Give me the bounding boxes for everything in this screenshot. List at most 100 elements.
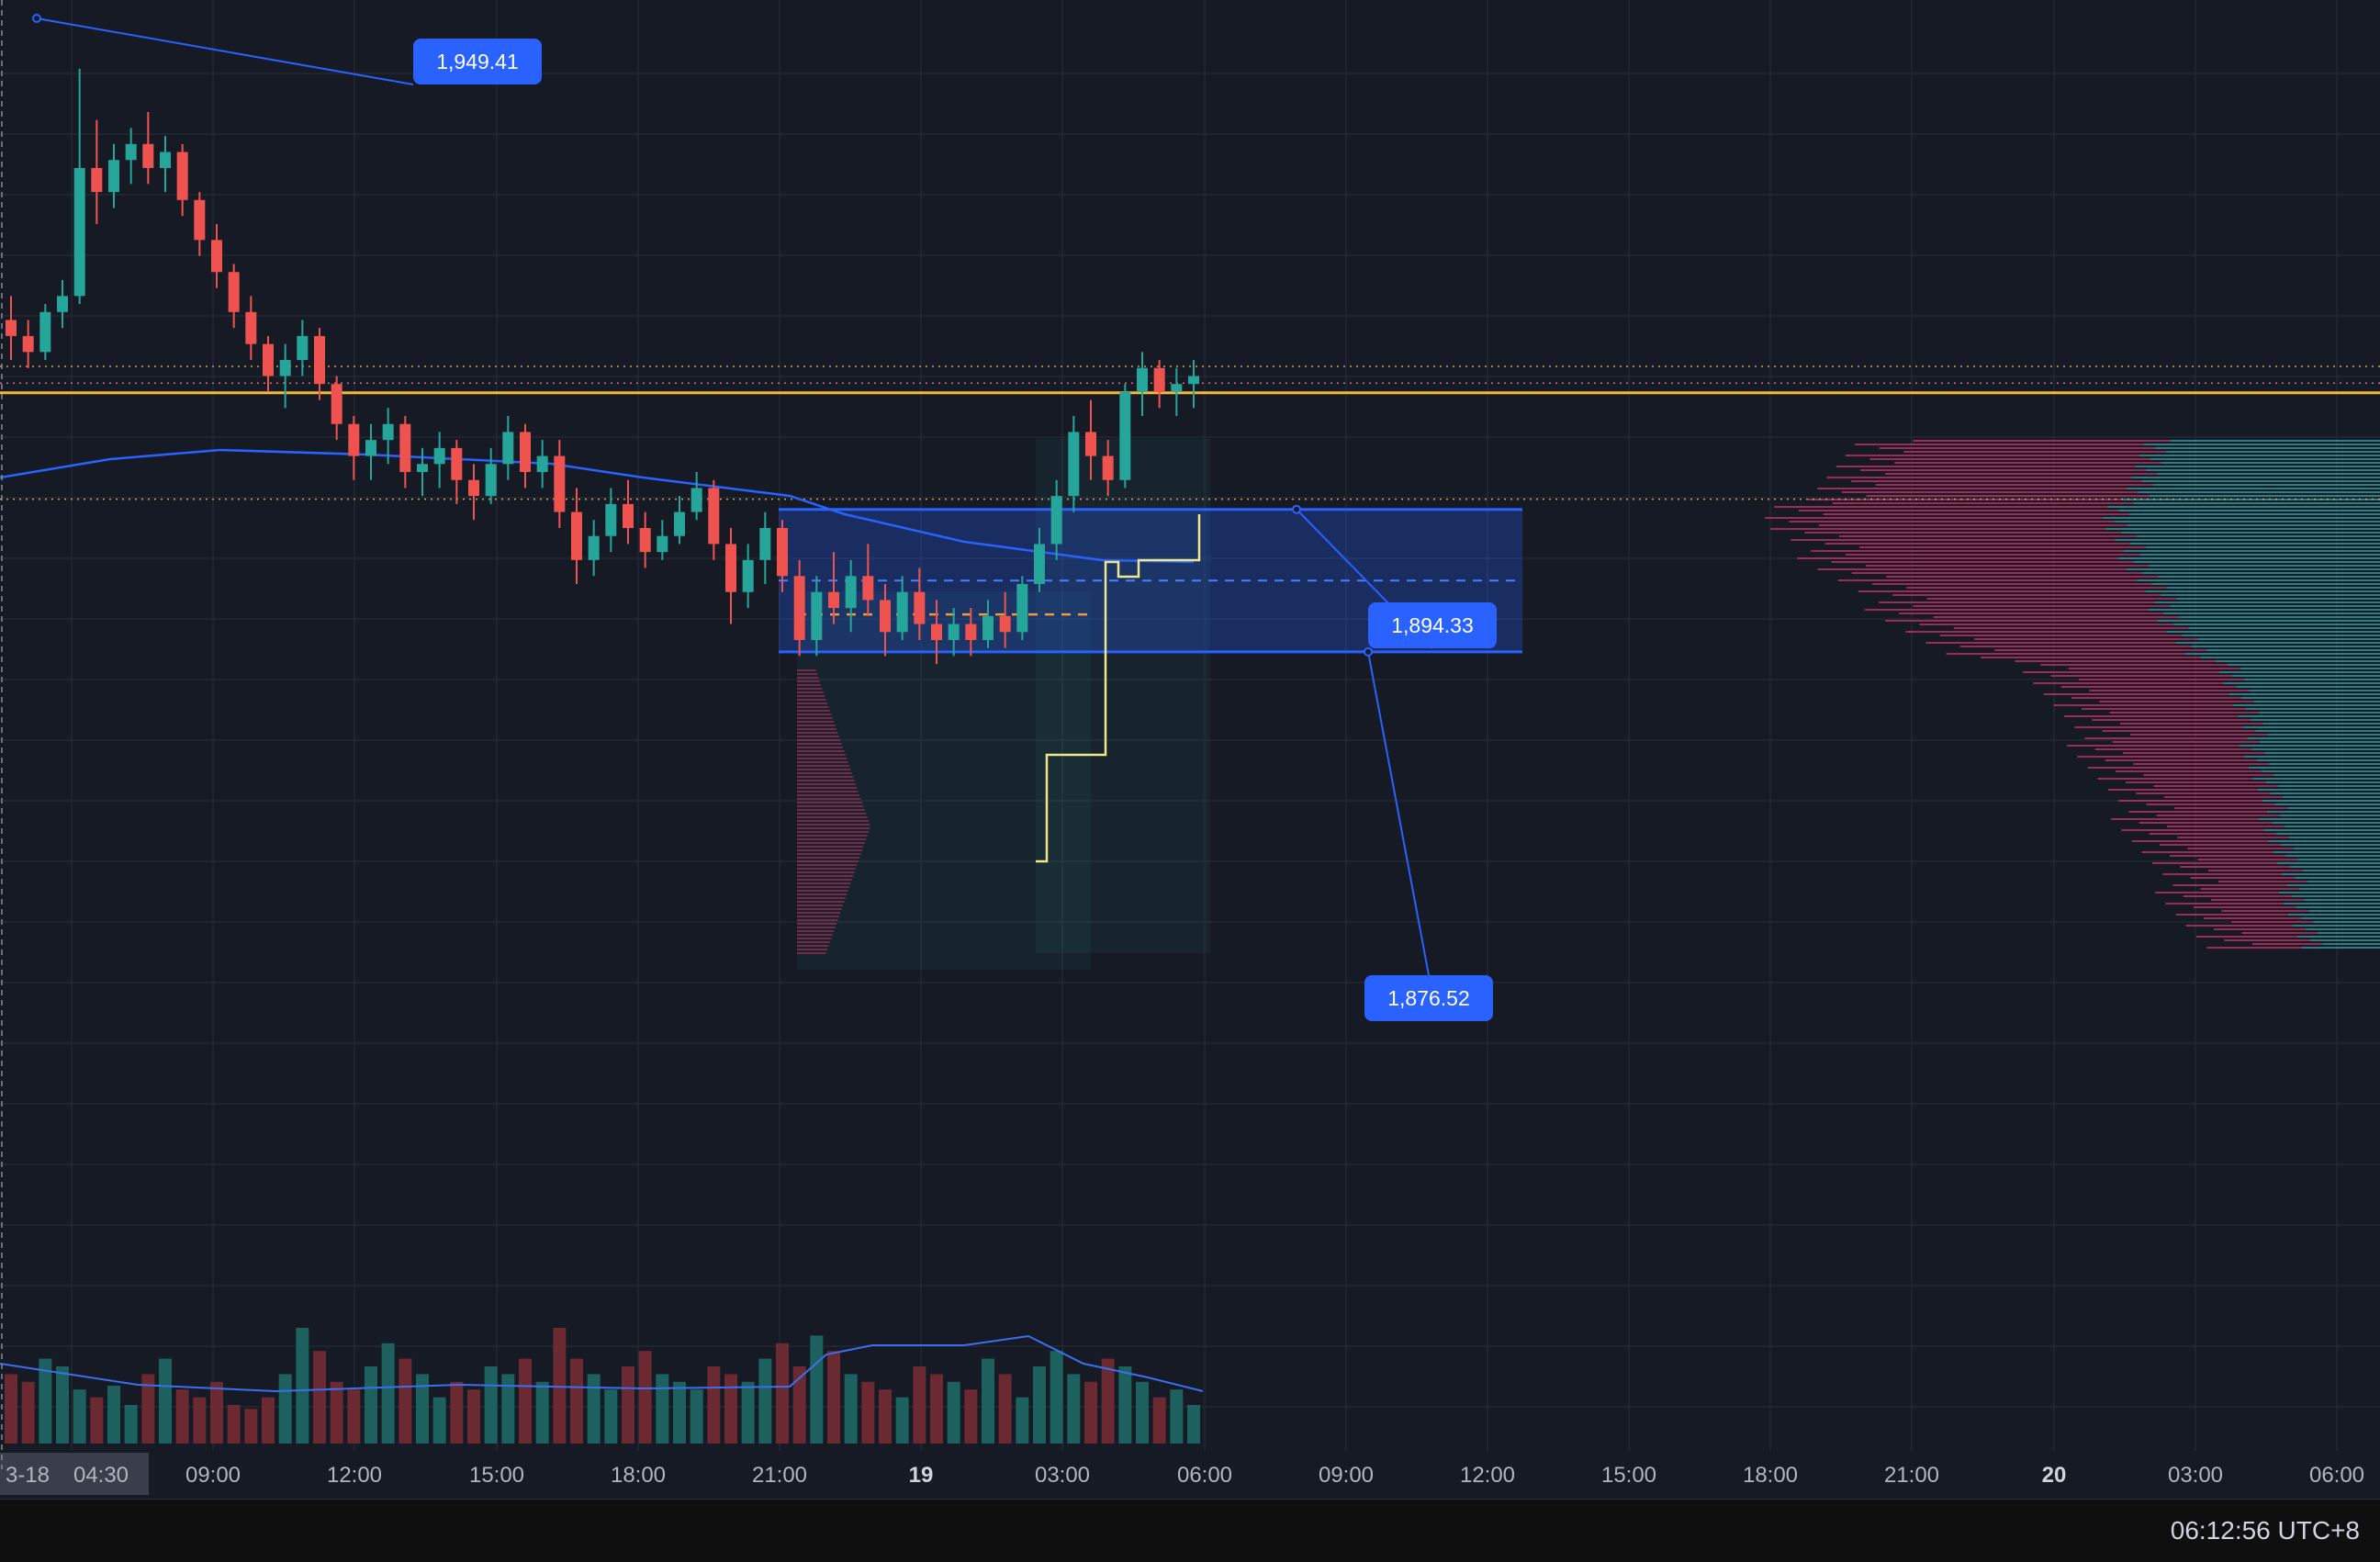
volume-profile <box>1765 440 2380 949</box>
volume-bar <box>262 1397 275 1444</box>
candle-body <box>623 503 634 528</box>
volume-bar <box>1101 1358 1115 1444</box>
volume-bar <box>656 1374 669 1444</box>
volume-bar <box>810 1335 824 1444</box>
volume-bar <box>622 1366 634 1444</box>
callout-text: 1,949.41 <box>436 50 519 73</box>
candle-body <box>39 311 51 353</box>
candle-body <box>1085 432 1096 456</box>
volume-bar <box>947 1381 960 1444</box>
candle-body <box>725 544 736 592</box>
session-zones <box>797 439 1210 970</box>
volume-bar <box>690 1389 703 1444</box>
volume-bar <box>159 1358 172 1444</box>
volume-bar <box>90 1397 104 1444</box>
callout-text: 1,894.33 <box>1391 613 1474 637</box>
volume-bar <box>175 1389 189 1444</box>
candle-body <box>811 591 823 640</box>
volume-bar <box>296 1328 309 1444</box>
candle-body <box>657 535 668 553</box>
volume-bar <box>141 1374 155 1444</box>
candle-body <box>6 320 17 336</box>
candle-body <box>1137 367 1148 392</box>
callout-leader <box>36 17 414 85</box>
time-axis-label: 21:00 <box>752 1463 807 1488</box>
candle-body <box>451 447 463 480</box>
price-chart[interactable]: 1,949.41 1,894.33 1,876.52 3-18 04:30 09:00 1… <box>0 0 2380 1499</box>
candle-body <box>554 455 566 512</box>
volume-bar <box>39 1358 52 1444</box>
candle-body <box>263 343 274 376</box>
volume-bar <box>347 1389 361 1444</box>
range-top-callout: 1,894.33 <box>1292 504 1497 649</box>
candle-body <box>639 528 651 553</box>
step-polyline <box>1036 514 1201 863</box>
candle-body <box>690 488 702 512</box>
time-axis-label: 15:00 <box>1601 1463 1656 1488</box>
volume-bar <box>1050 1351 1063 1444</box>
volume-bar <box>484 1366 498 1444</box>
candle-body <box>759 528 771 560</box>
candle-body <box>742 559 754 592</box>
callout-box <box>413 39 542 84</box>
candle-body <box>468 479 479 497</box>
candle-body <box>314 335 325 385</box>
time-axis-highlight <box>0 1453 149 1495</box>
candle-body <box>160 152 171 168</box>
volume-bar <box>278 1374 292 1444</box>
time-axis-label: 18:00 <box>611 1463 666 1488</box>
status-bar: 06:12:56 UTC+8 <box>0 1499 2380 1562</box>
volume-bar <box>895 1397 909 1444</box>
callout-box <box>1364 975 1493 1021</box>
candle-body <box>125 143 137 161</box>
volume-bar <box>330 1381 343 1444</box>
candle-body <box>228 272 240 312</box>
candle-body <box>433 447 445 465</box>
time-axis-label: 21:00 <box>1884 1463 1939 1488</box>
volume-bar <box>1187 1405 1200 1444</box>
volume-bar <box>1016 1397 1029 1444</box>
candle-body <box>982 615 994 640</box>
candle-body <box>108 160 119 193</box>
candle-body <box>1016 583 1028 633</box>
volume-bar <box>210 1381 223 1444</box>
volume-bar <box>1136 1381 1149 1444</box>
volume-bar <box>432 1397 446 1444</box>
volume-bar <box>741 1381 755 1444</box>
candle-body <box>399 423 411 473</box>
callout-anchor <box>32 14 41 23</box>
candle-body <box>674 511 685 536</box>
candle-body <box>382 423 394 441</box>
volume-bar <box>1152 1397 1166 1444</box>
candles <box>6 68 1199 665</box>
time-axis-label: 06:00 <box>1177 1463 1232 1488</box>
candle-body <box>1171 384 1183 392</box>
time-axis-label: 15:00 <box>469 1463 524 1488</box>
candle-body <box>142 143 154 168</box>
high-callout: 1,949.41 <box>32 14 542 85</box>
time-axis-label: 09:00 <box>185 1463 241 1488</box>
candle-body <box>176 152 188 200</box>
time-axis-label: 18:00 <box>1743 1463 1798 1488</box>
candle-body <box>502 432 514 465</box>
candle-body <box>57 296 68 312</box>
volume-bar <box>73 1389 86 1444</box>
volume-bar <box>450 1381 464 1444</box>
callout-text: 1,876.52 <box>1387 986 1470 1010</box>
price-callouts[interactable]: 1,949.41 1,894.33 1,876.52 <box>32 14 1497 1021</box>
volume-bar <box>758 1358 772 1444</box>
time-axis-label: 12:00 <box>327 1463 382 1488</box>
candle-body <box>1188 376 1199 385</box>
candle-body <box>1068 432 1080 497</box>
volume-bar <box>844 1374 858 1444</box>
volume-bar <box>244 1409 258 1444</box>
candle-body <box>365 440 376 456</box>
candle-body <box>708 488 720 545</box>
candle-body <box>845 576 857 609</box>
time-axis-label: 03:00 <box>1035 1463 1090 1488</box>
volume-bar <box>107 1386 120 1444</box>
volume-bar <box>416 1374 429 1444</box>
candle-body <box>1050 496 1062 545</box>
candle-body <box>1119 391 1131 480</box>
volume-bar <box>399 1358 412 1444</box>
